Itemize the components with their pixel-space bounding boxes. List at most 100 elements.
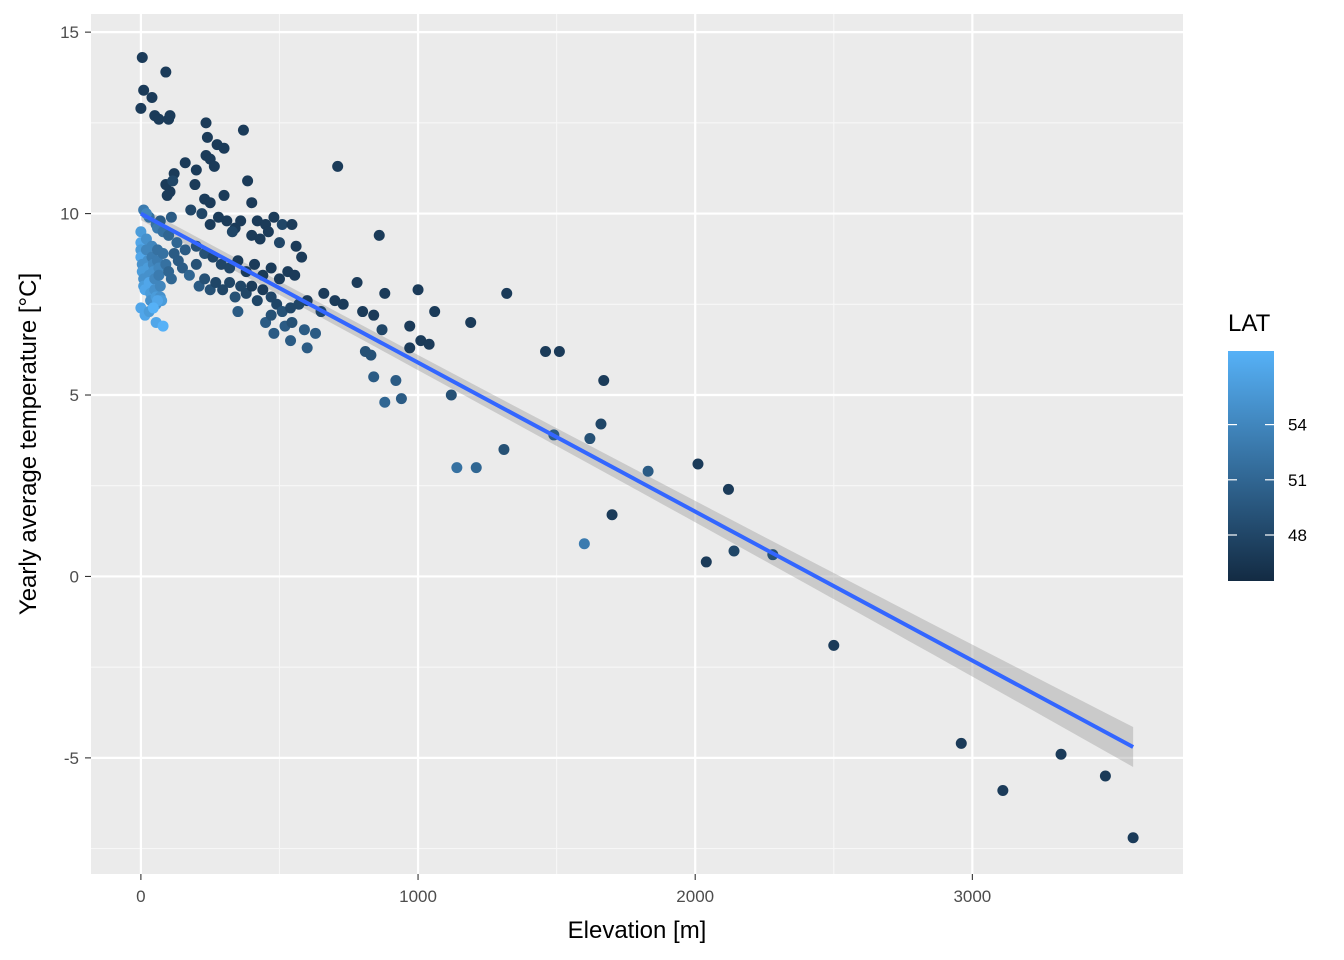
data-point xyxy=(1127,832,1139,844)
data-point xyxy=(262,226,274,238)
data-point xyxy=(257,284,269,296)
plot-panel xyxy=(91,14,1183,874)
data-point xyxy=(199,273,211,285)
x-tick-label: 0 xyxy=(136,887,145,906)
data-point xyxy=(606,509,618,521)
data-point xyxy=(246,229,258,241)
data-point xyxy=(553,345,565,357)
data-point xyxy=(242,175,254,187)
data-point xyxy=(376,324,388,336)
data-point xyxy=(368,309,380,321)
data-point xyxy=(246,280,258,292)
data-point xyxy=(229,291,241,303)
data-point xyxy=(423,338,435,350)
data-point xyxy=(157,320,169,332)
data-point xyxy=(412,284,424,296)
data-point xyxy=(218,142,230,154)
legend-colorbar xyxy=(1228,351,1274,581)
data-point xyxy=(212,211,224,223)
data-point xyxy=(249,258,261,270)
data-point xyxy=(578,538,590,550)
data-point xyxy=(470,462,482,474)
data-point xyxy=(161,189,173,201)
data-point xyxy=(251,295,263,307)
data-point xyxy=(224,262,236,274)
data-point xyxy=(642,465,654,477)
data-point xyxy=(147,302,159,314)
data-point xyxy=(215,258,227,270)
data-point xyxy=(235,215,247,227)
data-point xyxy=(368,371,380,383)
x-axis-title: Elevation [m] xyxy=(568,917,707,944)
data-point xyxy=(373,229,385,241)
trend-line-layer xyxy=(139,211,1135,749)
data-point xyxy=(232,306,244,318)
data-point xyxy=(138,84,150,96)
data-point xyxy=(828,639,840,651)
data-point xyxy=(167,175,179,187)
legend-label: 54 xyxy=(1288,416,1307,435)
data-point xyxy=(700,556,712,568)
data-point xyxy=(286,218,298,230)
data-point xyxy=(201,131,213,143)
data-point xyxy=(246,197,258,209)
legend-label: 51 xyxy=(1288,471,1307,490)
y-tick-label: 10 xyxy=(60,205,79,224)
data-point xyxy=(501,287,513,299)
data-point xyxy=(204,197,216,209)
data-point xyxy=(210,277,222,289)
data-point xyxy=(154,280,166,292)
legend-ticks: 48 51 54 xyxy=(1228,416,1307,545)
data-point xyxy=(268,327,280,339)
data-point xyxy=(465,316,477,328)
legend-title: LAT xyxy=(1228,310,1271,337)
data-point xyxy=(190,164,202,176)
data-point xyxy=(217,284,229,296)
data-point xyxy=(165,211,177,223)
data-point xyxy=(153,269,165,281)
data-point xyxy=(276,306,288,318)
data-point xyxy=(190,258,202,270)
data-point xyxy=(183,269,195,281)
data-point xyxy=(728,545,740,557)
data-point xyxy=(285,302,297,314)
data-point xyxy=(595,418,607,430)
data-point xyxy=(351,277,363,289)
data-point xyxy=(276,218,288,230)
data-point xyxy=(254,233,266,245)
data-point xyxy=(218,189,230,201)
x-axis: 0 1000 2000 3000 xyxy=(136,874,991,906)
data-point xyxy=(179,157,191,169)
data-point xyxy=(395,393,407,405)
data-point xyxy=(157,247,169,259)
data-point xyxy=(337,298,349,310)
data-point xyxy=(722,483,734,495)
data-point xyxy=(265,309,277,321)
data-point xyxy=(498,443,510,455)
x-tick-label: 2000 xyxy=(676,887,714,906)
data-point xyxy=(268,211,280,223)
data-point xyxy=(179,244,191,256)
data-point xyxy=(365,349,377,361)
data-point xyxy=(997,785,1009,797)
data-point xyxy=(357,306,369,318)
data-point xyxy=(221,215,233,227)
data-point xyxy=(189,179,201,191)
data-point xyxy=(289,269,301,281)
color-legend: LAT 48 51 54 xyxy=(1228,310,1307,581)
data-point xyxy=(273,237,285,249)
data-point xyxy=(171,237,183,249)
data-point xyxy=(598,374,610,386)
data-point xyxy=(390,374,402,386)
data-point xyxy=(451,462,463,474)
data-point xyxy=(290,240,302,252)
data-point xyxy=(153,113,165,125)
data-point xyxy=(329,295,341,307)
data-point xyxy=(237,124,249,136)
data-point xyxy=(135,102,147,114)
y-tick-label: 15 xyxy=(60,23,79,42)
data-point xyxy=(1055,748,1067,760)
data-point xyxy=(318,287,330,299)
data-point xyxy=(165,273,177,285)
y-tick-label: 5 xyxy=(70,386,79,405)
